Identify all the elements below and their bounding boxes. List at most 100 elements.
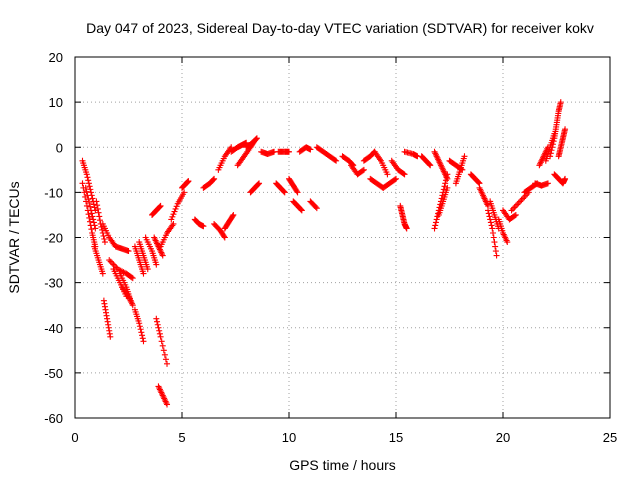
data-point	[154, 321, 161, 328]
y-tick-label: 0	[56, 140, 63, 155]
data-point	[255, 181, 262, 188]
data-point	[86, 183, 93, 190]
data-point	[230, 211, 237, 218]
data-point	[129, 302, 136, 309]
data-point	[83, 188, 90, 195]
data-point	[491, 239, 498, 246]
data-point	[360, 166, 367, 173]
data-point	[475, 179, 482, 186]
data-point	[129, 275, 136, 282]
x-tick-label: 10	[282, 430, 296, 445]
data-point	[313, 205, 320, 212]
data-point	[442, 180, 449, 187]
data-point	[298, 207, 305, 214]
data-point	[162, 356, 169, 363]
data-point	[487, 216, 494, 223]
data-point	[159, 252, 166, 259]
data-point	[164, 360, 171, 367]
data-point	[512, 211, 519, 218]
data-point	[493, 252, 500, 259]
data-point	[156, 327, 163, 334]
data-point	[170, 220, 177, 227]
data-point	[85, 177, 92, 184]
data-point	[359, 167, 366, 174]
data-point	[89, 213, 96, 220]
data-point	[139, 332, 146, 339]
data-point	[403, 225, 410, 232]
data-point	[172, 205, 179, 212]
data-point	[442, 177, 449, 184]
data-point	[433, 216, 440, 223]
y-tick-label: -10	[44, 185, 63, 200]
data-point	[88, 210, 95, 217]
data-point	[82, 184, 89, 191]
data-point	[293, 188, 300, 195]
data-point	[210, 176, 217, 183]
data-point	[158, 338, 165, 345]
data-point	[200, 223, 207, 230]
data-point	[87, 203, 94, 210]
x-tick-label: 15	[389, 430, 403, 445]
data-point	[444, 171, 451, 178]
data-point	[547, 150, 554, 157]
x-axis-label: GPS time / hours	[289, 457, 396, 473]
data-point	[253, 135, 260, 142]
data-point	[400, 170, 407, 177]
data-point	[140, 338, 147, 345]
x-tick-label: 25	[603, 430, 617, 445]
data-point	[106, 257, 113, 264]
data-point	[488, 222, 495, 229]
data-point	[544, 180, 551, 187]
data-point	[508, 207, 515, 214]
data-point	[443, 174, 450, 181]
data-point	[95, 209, 102, 216]
data-point	[211, 175, 218, 182]
y-tick-label: -20	[44, 231, 63, 246]
data-point	[253, 135, 260, 142]
data-point	[431, 225, 438, 232]
data-point	[185, 178, 192, 185]
y-tick-label: -50	[44, 366, 63, 381]
data-point	[85, 180, 92, 187]
data-point	[221, 234, 228, 241]
data-point	[557, 99, 564, 106]
data-point	[93, 198, 100, 205]
y-tick-label: 20	[49, 50, 63, 65]
data-point	[332, 157, 339, 164]
data-point	[87, 186, 94, 193]
data-point	[427, 162, 434, 169]
data-point	[109, 260, 116, 267]
data-point	[99, 270, 106, 277]
data-point	[137, 326, 144, 333]
data-point	[153, 261, 160, 268]
data-point	[90, 216, 97, 223]
y-tick-label: -40	[44, 321, 63, 336]
data-point	[139, 335, 146, 342]
data-point	[440, 186, 447, 193]
data-point	[153, 315, 160, 322]
data-point	[549, 141, 556, 148]
data-point	[144, 266, 151, 273]
data-point	[550, 138, 557, 145]
data-point	[298, 206, 305, 213]
x-tick-label: 20	[496, 430, 510, 445]
data-point	[168, 216, 175, 223]
data-point	[511, 204, 518, 211]
data-point	[155, 324, 162, 331]
y-tick-label: -30	[44, 276, 63, 291]
data-point	[562, 126, 569, 133]
data-point	[96, 217, 103, 224]
y-tick-label: 10	[49, 95, 63, 110]
data-point	[84, 192, 91, 199]
data-point	[88, 226, 95, 233]
data-point	[96, 213, 103, 220]
data-point	[140, 270, 147, 277]
data-point	[156, 203, 163, 210]
data-point	[111, 263, 118, 270]
data-point	[94, 205, 101, 212]
data-point	[384, 171, 391, 178]
data-point	[173, 203, 180, 210]
data-point	[490, 229, 497, 236]
